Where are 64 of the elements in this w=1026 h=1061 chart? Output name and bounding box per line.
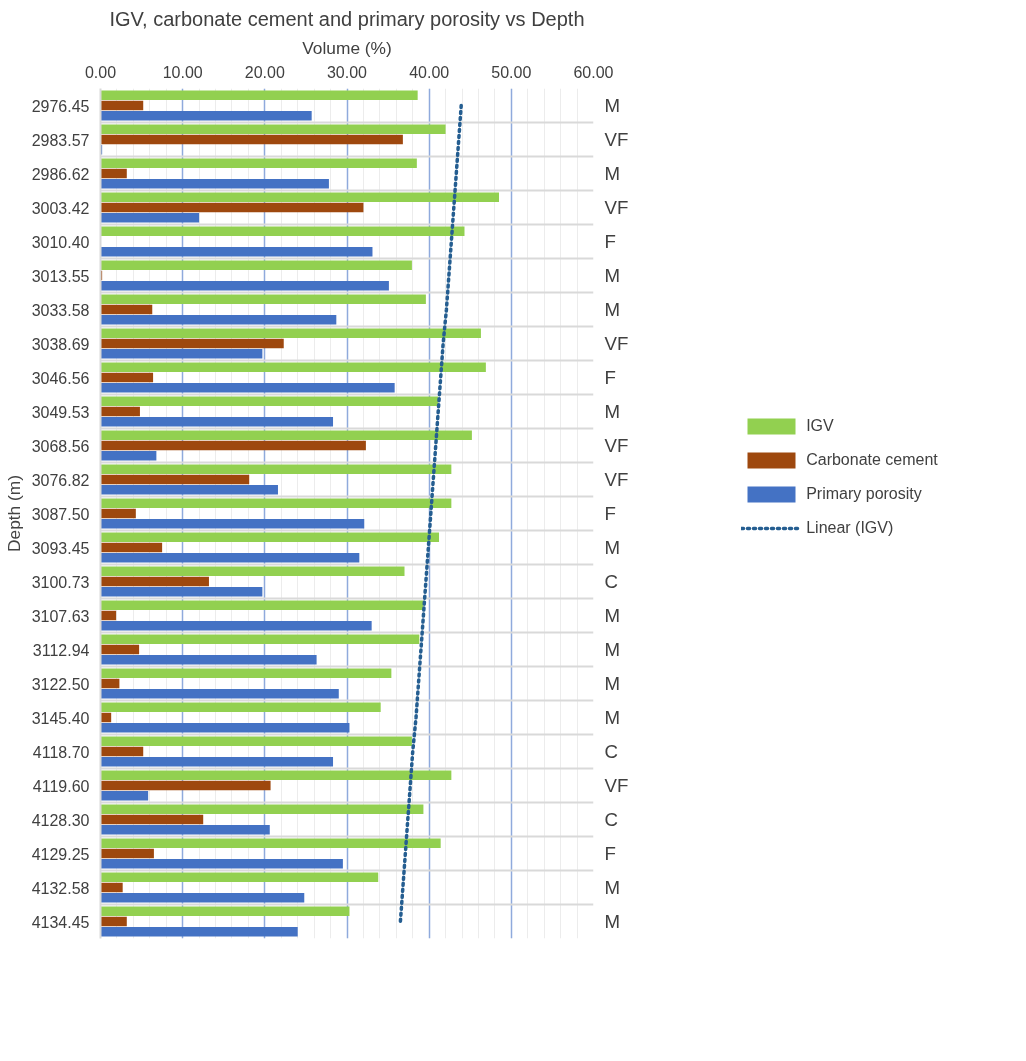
- y-tick-label: 3003.42: [31, 199, 90, 217]
- text: M: [604, 95, 621, 116]
- y-tick-label: 3049.53: [31, 403, 90, 421]
- text: VF: [604, 129, 629, 150]
- y-tick-label: 3013.55: [31, 267, 90, 285]
- y-tick-label: 3122.50: [31, 675, 90, 693]
- text: M: [604, 299, 621, 320]
- legend-label: Linear (IGV): [806, 519, 894, 537]
- y-tick-label: 3033.58: [31, 301, 90, 319]
- text: VF: [604, 435, 629, 456]
- text: M: [604, 673, 621, 694]
- y-tick-label: 4134.45: [31, 913, 90, 931]
- x-tick-label: 50.00: [491, 63, 532, 81]
- text: F: [604, 231, 616, 252]
- text: M: [604, 877, 621, 898]
- text: VF: [604, 469, 629, 490]
- legend-label: IGV: [806, 417, 834, 435]
- y-axis-title: Depth (m): [3, 474, 24, 553]
- y-tick-label: 3046.56: [31, 369, 90, 387]
- text: M: [604, 401, 621, 422]
- y-tick-label: 2976.45: [31, 97, 90, 115]
- x-axis-title: Volume (%): [302, 37, 392, 58]
- y-tick-label: 3010.40: [31, 233, 90, 251]
- text: C: [604, 571, 618, 592]
- y-tick-label: 3076.82: [31, 471, 90, 489]
- y-tick-label: 2983.57: [31, 131, 90, 149]
- x-tick-label: 0.00: [84, 63, 117, 81]
- text: VF: [604, 333, 629, 354]
- text: M: [604, 163, 621, 184]
- y-tick-label: 4118.70: [32, 743, 90, 761]
- legend-label: Primary porosity: [806, 485, 922, 503]
- legend-label: Carbonate cement: [806, 451, 938, 469]
- x-tick-label: 60.00: [573, 63, 614, 81]
- y-tick-label: 4119.60: [32, 777, 90, 795]
- y-tick-label: 3107.63: [31, 607, 90, 625]
- y-tick-label: 3145.40: [31, 709, 90, 727]
- text: M: [604, 605, 621, 626]
- text: F: [604, 367, 616, 388]
- text: M: [604, 537, 621, 558]
- y-tick-label: 4128.30: [31, 811, 90, 829]
- text: VF: [604, 775, 629, 796]
- y-tick-label: 3112.94: [32, 641, 90, 659]
- x-tick-label: 10.00: [162, 63, 203, 81]
- y-tick-label: 2986.62: [31, 165, 90, 183]
- y-tick-label: 4129.25: [31, 845, 90, 863]
- x-tick-label: 40.00: [409, 63, 450, 81]
- text: VF: [604, 197, 629, 218]
- text: F: [604, 503, 616, 524]
- text: M: [604, 639, 621, 660]
- text: C: [604, 809, 618, 830]
- text: C: [604, 741, 618, 762]
- text: F: [604, 843, 616, 864]
- chart-title: IGV, carbonate cement and primary porosity vs Depth: [109, 7, 585, 30]
- y-tick-label: 3068.56: [31, 437, 90, 455]
- x-tick-label: 30.00: [326, 63, 368, 81]
- text: M: [604, 265, 621, 286]
- y-tick-label: 3087.50: [31, 505, 90, 523]
- y-tick-label: 3038.69: [31, 335, 90, 353]
- y-tick-label: 3093.45: [31, 539, 90, 557]
- text: M: [604, 911, 621, 932]
- x-tick-label: 20.00: [244, 63, 285, 81]
- y-tick-label: 3100.73: [31, 573, 90, 591]
- y-tick-label: 4132.58: [31, 879, 90, 897]
- text: M: [604, 707, 621, 728]
